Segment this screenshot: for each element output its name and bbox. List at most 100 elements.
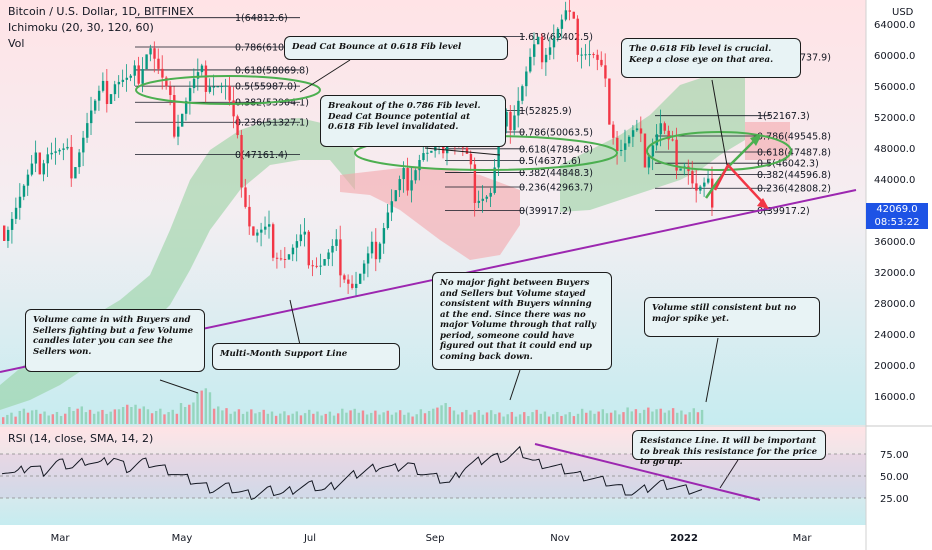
candle-body — [362, 263, 366, 274]
candle-body — [469, 153, 473, 165]
volume-bar — [481, 414, 485, 424]
price-tick-label: 48000.0 — [874, 144, 915, 155]
annotation-resistance[interactable]: Resistance Line. It will be important to… — [632, 430, 826, 467]
volume-bar — [403, 414, 406, 424]
candle-body — [485, 196, 488, 199]
time-tick-label: Mar — [793, 533, 813, 544]
candle-body — [165, 77, 168, 87]
candle-body — [394, 190, 397, 202]
volume-bar — [258, 412, 261, 424]
fib-level-label: 0.236(42808.2) — [757, 184, 831, 195]
candle-body — [264, 226, 267, 230]
rsi-legend[interactable]: RSI (14, close, SMA, 14, 2) — [8, 432, 154, 445]
last-price-badge: 42069.0 08:53:22 — [866, 203, 928, 229]
candle-body — [663, 123, 666, 131]
candle-body — [370, 241, 374, 254]
candle-body — [659, 123, 662, 135]
volume-bar — [192, 402, 195, 424]
volume-bar — [336, 413, 340, 424]
volume-bar — [680, 410, 683, 424]
volume-bar — [233, 411, 236, 424]
symbol-title[interactable]: Bitcoin / U.S. Dollar, 1D, BITFINEX — [8, 5, 194, 18]
candle-body — [675, 139, 678, 171]
volume-bar — [196, 392, 199, 424]
annotation-breakout[interactable]: Breakout of the 0.786 Fib level. Dead Ca… — [320, 95, 506, 147]
candle-body — [477, 200, 481, 203]
candle-body — [268, 224, 271, 227]
time-tick-label: Jul — [303, 533, 316, 544]
annotation-volume-consistent[interactable]: Volume still consistent but no major spi… — [644, 297, 820, 337]
volume-bar — [80, 406, 83, 424]
annotation-volume-sellers[interactable]: Volume came in with Buyers and Sellers f… — [25, 309, 205, 372]
candle-body — [311, 265, 314, 267]
candle-body — [335, 239, 338, 246]
volume-bar — [390, 414, 394, 424]
candle-body — [351, 283, 354, 288]
annotation-crucial[interactable]: The 0.618 Fib level is crucial. Keep a c… — [621, 38, 801, 78]
candle-body — [216, 86, 219, 88]
annotation-no-fight[interactable]: No major fight between Buyers and Seller… — [432, 272, 612, 370]
candle-body — [149, 48, 152, 55]
volume-bar — [212, 408, 216, 424]
candle-body — [177, 126, 180, 137]
candle-body — [620, 149, 623, 152]
price-tick-label: 64000.0 — [874, 20, 915, 31]
candle-body — [635, 128, 639, 131]
candle-body — [141, 69, 144, 84]
fib-ellipse-1[interactable] — [135, 75, 321, 105]
volume-legend[interactable]: Vol — [8, 37, 25, 50]
candle-body — [651, 145, 655, 157]
fib-level-label: 0.618(47487.8) — [757, 147, 831, 158]
candle-body — [327, 252, 330, 260]
candle-body — [513, 115, 516, 131]
candle-body — [90, 110, 93, 124]
candle-body — [418, 159, 421, 171]
candle-body — [260, 229, 263, 233]
candle-body — [489, 192, 492, 197]
volume-bar — [378, 414, 381, 424]
volume-bar — [580, 408, 584, 424]
candle-body — [157, 58, 160, 69]
volume-bar — [303, 413, 307, 424]
volume-bar — [55, 411, 59, 424]
candle-body — [38, 152, 41, 175]
rsi-axis[interactable]: 75.00 50.00 25.00 — [880, 450, 909, 505]
volume-bar — [398, 410, 402, 424]
volume-bar — [684, 414, 687, 424]
volume-bar — [597, 411, 600, 424]
volume-bar — [225, 408, 228, 424]
volume-bar — [461, 412, 464, 424]
annotation-support[interactable]: Multi-Month Support Line — [212, 343, 400, 370]
price-tick-label: 16000.0 — [874, 392, 915, 403]
volume-bar — [642, 409, 646, 424]
volume-bar — [345, 412, 348, 424]
volume-bar — [427, 410, 431, 424]
time-axis[interactable]: Mar May Jul Sep Nov 2022 Mar — [51, 533, 813, 544]
annotation-dead-cat[interactable]: Dead Cat Bounce at 0.618 Fib level — [284, 36, 508, 60]
candle-body — [287, 254, 291, 260]
candle-body — [192, 78, 196, 89]
volume-bar — [101, 409, 104, 424]
candle-body — [426, 152, 429, 154]
volume-bar — [341, 408, 344, 424]
fib-level-label: 0.786(49545.8) — [757, 132, 831, 143]
candle-body — [303, 231, 307, 235]
candle-body — [612, 124, 615, 138]
candle-body — [299, 234, 303, 242]
volume-bar — [121, 407, 125, 424]
volume-bar — [465, 409, 468, 424]
candle-body — [374, 241, 378, 260]
candle-body — [30, 163, 34, 175]
time-tick-label: Mar — [51, 533, 71, 544]
candle-body — [331, 245, 334, 253]
rsi-resistance-line[interactable] — [534, 443, 761, 501]
volume-bar — [6, 414, 9, 424]
fib-ellipse-3[interactable] — [646, 131, 792, 171]
candle-body — [62, 148, 65, 150]
volume-bar — [105, 413, 108, 424]
volume-bar — [18, 410, 21, 424]
rsi-tick-label: 50.00 — [880, 472, 909, 483]
candle-body — [347, 279, 350, 284]
volume-bar — [676, 412, 679, 424]
ichimoku-legend[interactable]: Ichimoku (20, 30, 120, 60) — [8, 21, 154, 34]
